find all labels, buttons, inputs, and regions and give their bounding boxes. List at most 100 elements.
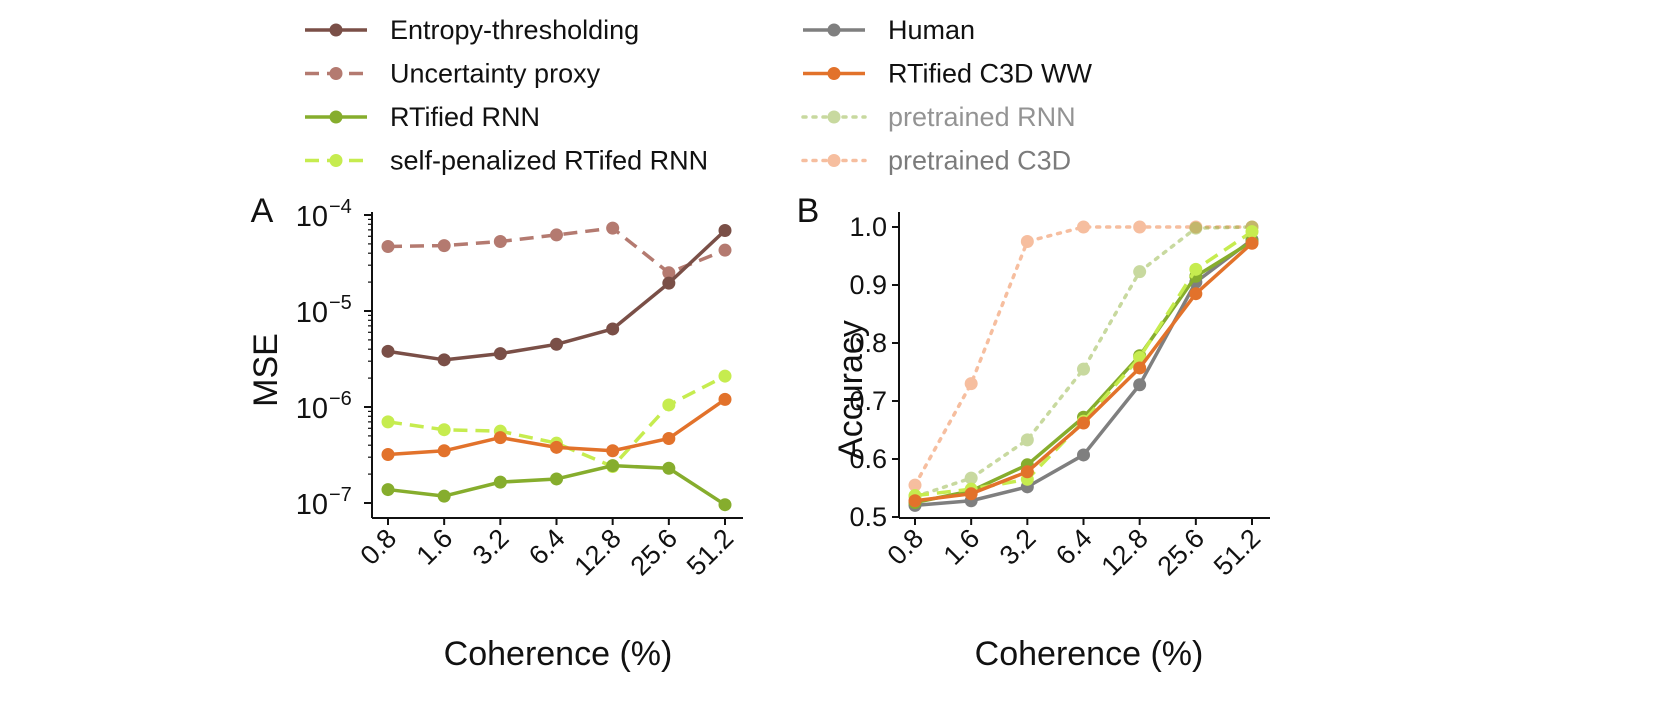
legend-marker: [827, 23, 841, 37]
panel-a-point-uncertainty-proxy-0: [381, 239, 395, 253]
panel-a-point-entropy-thresholding-3: [550, 337, 563, 351]
legend-entry-rtified-rnn: RTified RNN: [305, 102, 540, 132]
panel-a-x-tick-label: 6.4: [523, 523, 571, 571]
panel-a-series-rtified-c3d-ww: [381, 392, 732, 462]
legend-label: self-penalized RTifed RNN: [390, 146, 708, 176]
panel-b-point-pretrained-c3d-5: [1189, 220, 1203, 234]
panel-a-y-tick-label: 10: [296, 489, 328, 521]
panel-a-point-self-penalized-rtifed-rnn-1: [437, 423, 451, 437]
panel-a-ylabel: MSE: [247, 333, 285, 407]
panel-b-point-rtified-c3d-ww-2: [1020, 465, 1034, 479]
legend-label: Uncertainty proxy: [390, 59, 601, 89]
panel-a-point-entropy-thresholding-1: [437, 353, 451, 367]
panel-a-y-tick-exponent: −7: [329, 484, 352, 506]
panel-b-point-rtified-c3d-ww-0: [908, 494, 922, 508]
panel-a-point-rtified-c3d-ww-6: [718, 392, 732, 406]
panel-a-point-entropy-thresholding-0: [381, 344, 395, 358]
panel-b-y-tick-label: 0.9: [849, 270, 887, 300]
panel-a-point-rtified-c3d-ww-5: [662, 431, 676, 445]
panel-a-point-rtified-rnn-1: [437, 489, 451, 503]
panel-b-point-pretrained-rnn-2: [1020, 433, 1034, 447]
panel-a-series-uncertainty-proxy: [381, 221, 732, 280]
panel-a-point-rtified-c3d-ww-0: [381, 448, 395, 462]
panel-b-series: [908, 220, 1259, 512]
panel-b-point-pretrained-rnn-4: [1133, 265, 1147, 279]
legend-entry-human: Human: [803, 15, 975, 45]
legend-entry-self-penalized-rtifed-rnn: self-penalized RTifed RNN: [305, 146, 708, 176]
legend-marker: [329, 110, 343, 124]
panel-b-xlabel: Coherence (%): [975, 635, 1204, 673]
panel-a-series-self-penalized-rtifed-rnn: [381, 369, 732, 473]
panel-b-point-rtified-c3d-ww-1: [964, 487, 978, 501]
panel-b-y-tick-label: 0.6: [849, 444, 887, 474]
legend: Entropy-thresholding Uncertainty proxy RTi…: [305, 15, 1093, 176]
panel-b-point-pretrained-c3d-2: [1020, 235, 1034, 248]
panel-a-point-rtified-rnn-2: [493, 475, 507, 489]
panel-a-x-tick-label: 51.2: [681, 523, 739, 581]
panel-a: A 0.8 1.6 3.2 6.412.825.651.210−710−610−510…: [247, 192, 743, 673]
panel-a-x-tick-label: 1.6: [411, 523, 459, 571]
legend-marker: [827, 154, 841, 167]
panel-b-x-tick-label: 3.2: [994, 523, 1042, 571]
panel-b-y-tick-label: 0.8: [849, 328, 887, 358]
panel-a-x-tick-label: 0.8: [354, 523, 402, 571]
legend-label: Human: [888, 15, 975, 45]
legend-entry-pretrained-c3d: pretrained C3D: [801, 146, 1071, 176]
panel-a-point-rtified-c3d-ww-3: [550, 440, 563, 454]
panel-a-point-entropy-thresholding-4: [606, 322, 620, 336]
panel-a-y-tick-label: 10: [296, 393, 328, 425]
panel-a-y-tick-label: 10: [296, 297, 328, 329]
panel-a-point-rtified-rnn-3: [550, 472, 563, 486]
legend-label: pretrained C3D: [888, 146, 1071, 176]
panel-b-point-pretrained-rnn-3: [1077, 362, 1090, 376]
panel-a-point-rtified-c3d-ww-4: [606, 444, 620, 458]
legend-marker: [827, 67, 841, 80]
panel-b-ylabel: Accuracy: [832, 320, 870, 460]
panel-a-point-entropy-thresholding-5: [662, 276, 676, 290]
panel-a-point-uncertainty-proxy-1: [437, 239, 451, 253]
panel-a-point-self-penalized-rtifed-rnn-0: [381, 415, 395, 429]
panel-b-x-tick-label: 0.8: [881, 523, 929, 571]
panel-b-point-rtified-c3d-ww-6: [1245, 236, 1259, 250]
panel-a-x-tick-label: 3.2: [467, 523, 515, 571]
panel-b-point-pretrained-c3d-4: [1133, 220, 1147, 234]
panel-a-series: [381, 221, 732, 512]
panel-a-point-self-penalized-rtifed-rnn-6: [718, 369, 732, 383]
legend-marker: [329, 23, 343, 37]
panel-a-x-tick-label: 12.8: [569, 523, 627, 581]
panel-a-xlabel: Coherence (%): [444, 635, 673, 673]
panel-b-point-human-4: [1133, 378, 1147, 392]
panel-a-point-entropy-thresholding-6: [718, 223, 732, 237]
panel-b-point-self-penalized-rtifed-rnn-5: [1189, 262, 1203, 276]
panel-b-point-pretrained-c3d-1: [964, 377, 978, 391]
legend-marker: [329, 67, 343, 80]
panel-a-point-rtified-rnn-6: [718, 498, 732, 512]
panel-a-point-uncertainty-proxy-6: [718, 243, 732, 257]
panel-a-x-tick-label: 25.6: [625, 523, 683, 581]
panel-b-x-tick-label: 6.4: [1050, 523, 1098, 571]
legend-label: RTified C3D WW: [888, 59, 1093, 89]
panel-b-line-pretrained-c3d: [913, 225, 1254, 487]
panel-b-point-pretrained-c3d-0: [908, 478, 922, 492]
panel-b-x-tick-label: 1.6: [938, 523, 986, 571]
panel-b-series-pretrained-c3d: [908, 220, 1259, 492]
panel-a-point-rtified-rnn-5: [662, 461, 676, 475]
panel-a-label: A: [251, 192, 274, 230]
legend-label: pretrained RNN: [888, 102, 1076, 132]
panel-b-point-pretrained-rnn-1: [964, 471, 978, 485]
panel-b-x-tick-label: 51.2: [1208, 523, 1266, 581]
panel-a-point-self-penalized-rtifed-rnn-5: [662, 398, 676, 412]
panel-b-y-tick-label: 0.7: [849, 386, 887, 416]
panel-a-y-tick-label: 10: [296, 201, 328, 233]
panel-b-point-rtified-c3d-ww-3: [1077, 416, 1090, 430]
panel-a-y-tick-exponent: −5: [329, 292, 352, 314]
panel-a-axes: 0.8 1.6 3.2 6.412.825.651.210−710−610−510−4: [296, 196, 743, 581]
legend-entry-rtified-c3d-ww: RTified C3D WW: [803, 59, 1093, 89]
panel-a-point-rtified-rnn-0: [381, 483, 395, 497]
panel-a-point-uncertainty-proxy-5: [662, 266, 676, 280]
panel-b: B 0.8 1.6 3.2 6.412.825.651.20.50.60.70.80.…: [797, 192, 1270, 673]
legend-entry-pretrained-rnn: pretrained RNN: [801, 102, 1076, 132]
panel-a-point-rtified-c3d-ww-1: [437, 444, 451, 458]
panel-b-point-pretrained-rnn-5: [1189, 221, 1203, 235]
